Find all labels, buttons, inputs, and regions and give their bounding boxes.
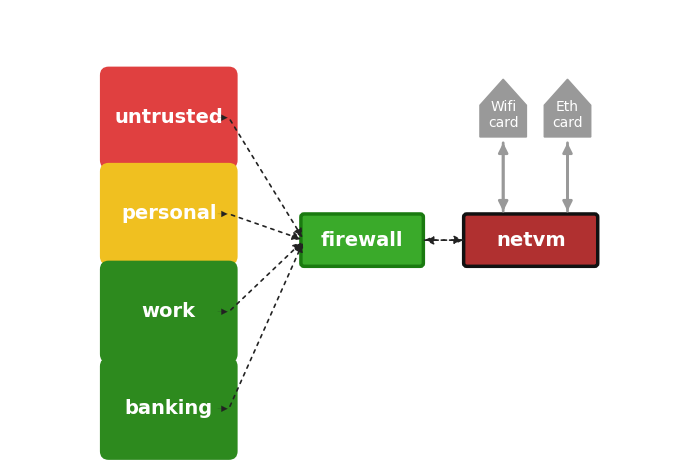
Text: untrusted: untrusted xyxy=(114,108,223,127)
Text: banking: banking xyxy=(125,399,213,418)
FancyBboxPatch shape xyxy=(101,68,237,168)
FancyBboxPatch shape xyxy=(101,359,237,459)
Text: Eth
card: Eth card xyxy=(552,100,583,130)
FancyBboxPatch shape xyxy=(101,262,237,362)
Polygon shape xyxy=(480,79,526,137)
Polygon shape xyxy=(544,79,591,137)
Text: Wifi
card: Wifi card xyxy=(488,100,519,130)
Text: personal: personal xyxy=(121,204,216,223)
Text: firewall: firewall xyxy=(321,231,404,250)
Text: work: work xyxy=(142,302,196,321)
FancyBboxPatch shape xyxy=(464,214,598,266)
Text: netvm: netvm xyxy=(496,231,565,250)
FancyBboxPatch shape xyxy=(101,164,237,264)
FancyBboxPatch shape xyxy=(301,214,423,266)
